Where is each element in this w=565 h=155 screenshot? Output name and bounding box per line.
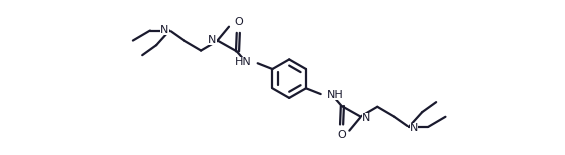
Text: O: O [234, 18, 243, 27]
Text: N: N [362, 113, 370, 123]
Text: HN: HN [234, 57, 251, 67]
Text: O: O [337, 130, 346, 140]
Text: N: N [160, 25, 168, 35]
Text: N: N [410, 123, 418, 133]
Text: N: N [208, 35, 216, 45]
Text: NH: NH [327, 90, 344, 100]
